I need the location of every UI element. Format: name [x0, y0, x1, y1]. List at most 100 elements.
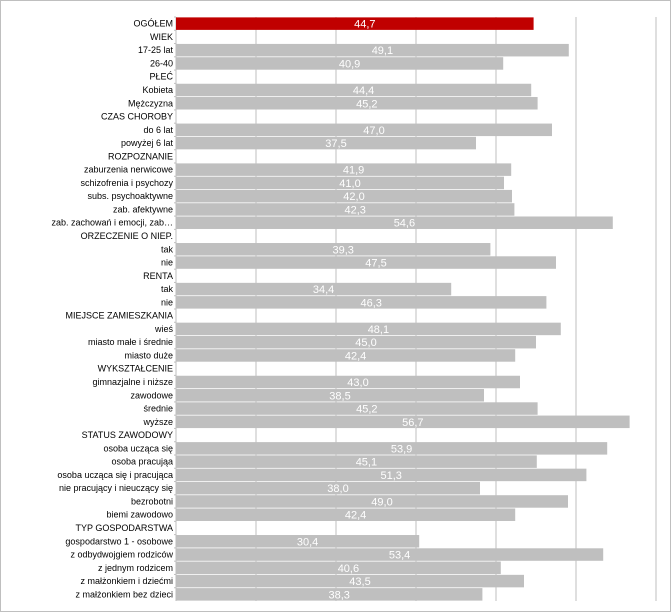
bar	[176, 402, 538, 415]
category-label: powyżej 6 lat	[121, 138, 174, 148]
bar	[176, 335, 536, 349]
data-label: 38,3	[328, 589, 349, 601]
category-label: 17-25 lat	[138, 45, 174, 55]
category-label: biemi zawodowo	[106, 510, 173, 520]
data-label: 41,9	[343, 165, 364, 177]
data-label: 43,5	[349, 576, 370, 588]
bar	[176, 136, 476, 150]
bar	[176, 455, 537, 468]
bar	[176, 163, 512, 176]
category-label: zawodowe	[130, 390, 173, 400]
category-label: zab. afektywne	[113, 204, 173, 214]
data-label: 45,2	[356, 98, 377, 110]
bar	[176, 256, 556, 269]
data-label: 42,3	[344, 204, 365, 216]
category-label: do 6 lat	[143, 125, 173, 135]
category-label: TYP GOSPODARSTWA	[75, 523, 173, 533]
data-label: 38,0	[327, 483, 348, 495]
bar	[176, 574, 524, 588]
category-label: tak	[161, 244, 174, 254]
value-labels: 44,749,140,944,445,247,037,541,941,042,0…	[297, 19, 424, 602]
category-label: miasto duże	[124, 350, 173, 360]
bar	[176, 216, 613, 229]
bar	[176, 97, 538, 110]
data-label: 43,0	[347, 377, 368, 389]
category-label: CZAS CHOROBY	[101, 112, 173, 122]
category-label: 26-40	[150, 58, 173, 68]
bar	[176, 508, 516, 521]
data-label: 47,0	[363, 125, 384, 137]
data-label: 37,5	[325, 138, 346, 150]
bar	[176, 282, 452, 296]
data-label: 45,0	[355, 337, 376, 349]
category-label: z odbydwojgiem rodziców	[70, 550, 173, 560]
data-label: 53,9	[391, 443, 412, 455]
category-label: osoba ucząca się	[103, 443, 173, 453]
gridlines	[174, 16, 657, 601]
category-label: OGÓŁEM	[133, 19, 173, 29]
category-labels: OGÓŁEM WIEK 17-25 lat 26-40 PŁEĆ Kobieta Mężcz…	[51, 19, 173, 600]
category-label: subs. psychoaktywne	[87, 191, 173, 201]
data-label: 47,5	[365, 258, 386, 270]
category-label: ORZECZENIE O NIEP.	[81, 231, 173, 241]
data-label: 45,2	[356, 404, 377, 416]
category-label: z jednym rodzicem	[98, 563, 173, 573]
bar	[176, 535, 420, 548]
data-label: 42,0	[343, 191, 364, 203]
category-label: osoba pracująa	[111, 457, 173, 467]
category-label: wyższe	[142, 417, 173, 427]
data-label: 44,4	[353, 85, 374, 97]
category-label: osoba ucząca się i pracująca	[57, 470, 173, 480]
category-label: nie	[161, 297, 173, 307]
category-label: bezrobotni	[131, 496, 173, 506]
category-label: MIEJSCE ZAMIESZKANIA	[65, 311, 173, 321]
data-label: 39,3	[332, 244, 353, 256]
data-label: 42,4	[345, 350, 366, 362]
bar	[176, 468, 587, 482]
data-label: 48,1	[368, 324, 389, 336]
bar	[176, 481, 480, 495]
category-label: Mężczyzna	[128, 98, 173, 108]
bar	[176, 189, 512, 203]
data-label: 56,7	[402, 417, 423, 429]
bar	[176, 442, 608, 455]
category-label: Kobieta	[142, 85, 173, 95]
data-label: 49,1	[372, 45, 393, 57]
bar	[176, 83, 532, 97]
data-label: 49,0	[371, 496, 392, 508]
data-label: 42,4	[345, 510, 366, 522]
category-label: schizofrenia i psychozy	[80, 178, 173, 188]
category-label: WYKSZTAŁCENIE	[98, 364, 173, 374]
data-label: 53,4	[389, 550, 410, 562]
data-label: 40,6	[338, 563, 359, 575]
data-label: 34,4	[313, 284, 334, 296]
data-label: 41,0	[339, 178, 360, 190]
category-label: z małżonkiem bez dzieci	[75, 589, 173, 599]
category-label: nie	[161, 258, 173, 268]
category-label: PŁEĆ	[149, 72, 173, 82]
bar	[176, 495, 568, 508]
category-label: średnie	[143, 404, 173, 414]
bar	[176, 296, 547, 309]
bar	[176, 415, 630, 429]
category-label: miasto małe i średnie	[88, 337, 173, 347]
category-label: wieś	[154, 324, 174, 334]
bar	[176, 57, 504, 70]
data-label: 46,3	[360, 297, 381, 309]
bars	[176, 17, 630, 601]
bar	[176, 123, 552, 137]
category-label: zaburzenia nerwicowe	[84, 165, 173, 175]
data-label: 45,1	[356, 457, 377, 469]
category-label: STATUS ZAWODOWY	[82, 430, 173, 440]
bar	[176, 176, 504, 190]
category-label: ROZPOZNANIE	[108, 151, 173, 161]
data-label: 30,4	[297, 536, 318, 548]
bar	[176, 203, 515, 216]
bar	[176, 349, 516, 362]
data-label: 38,5	[329, 390, 350, 402]
bar-highlight	[176, 17, 534, 30]
category-label: tak	[161, 284, 174, 294]
category-label: gospodarstwo 1 - osobowe	[65, 536, 173, 546]
